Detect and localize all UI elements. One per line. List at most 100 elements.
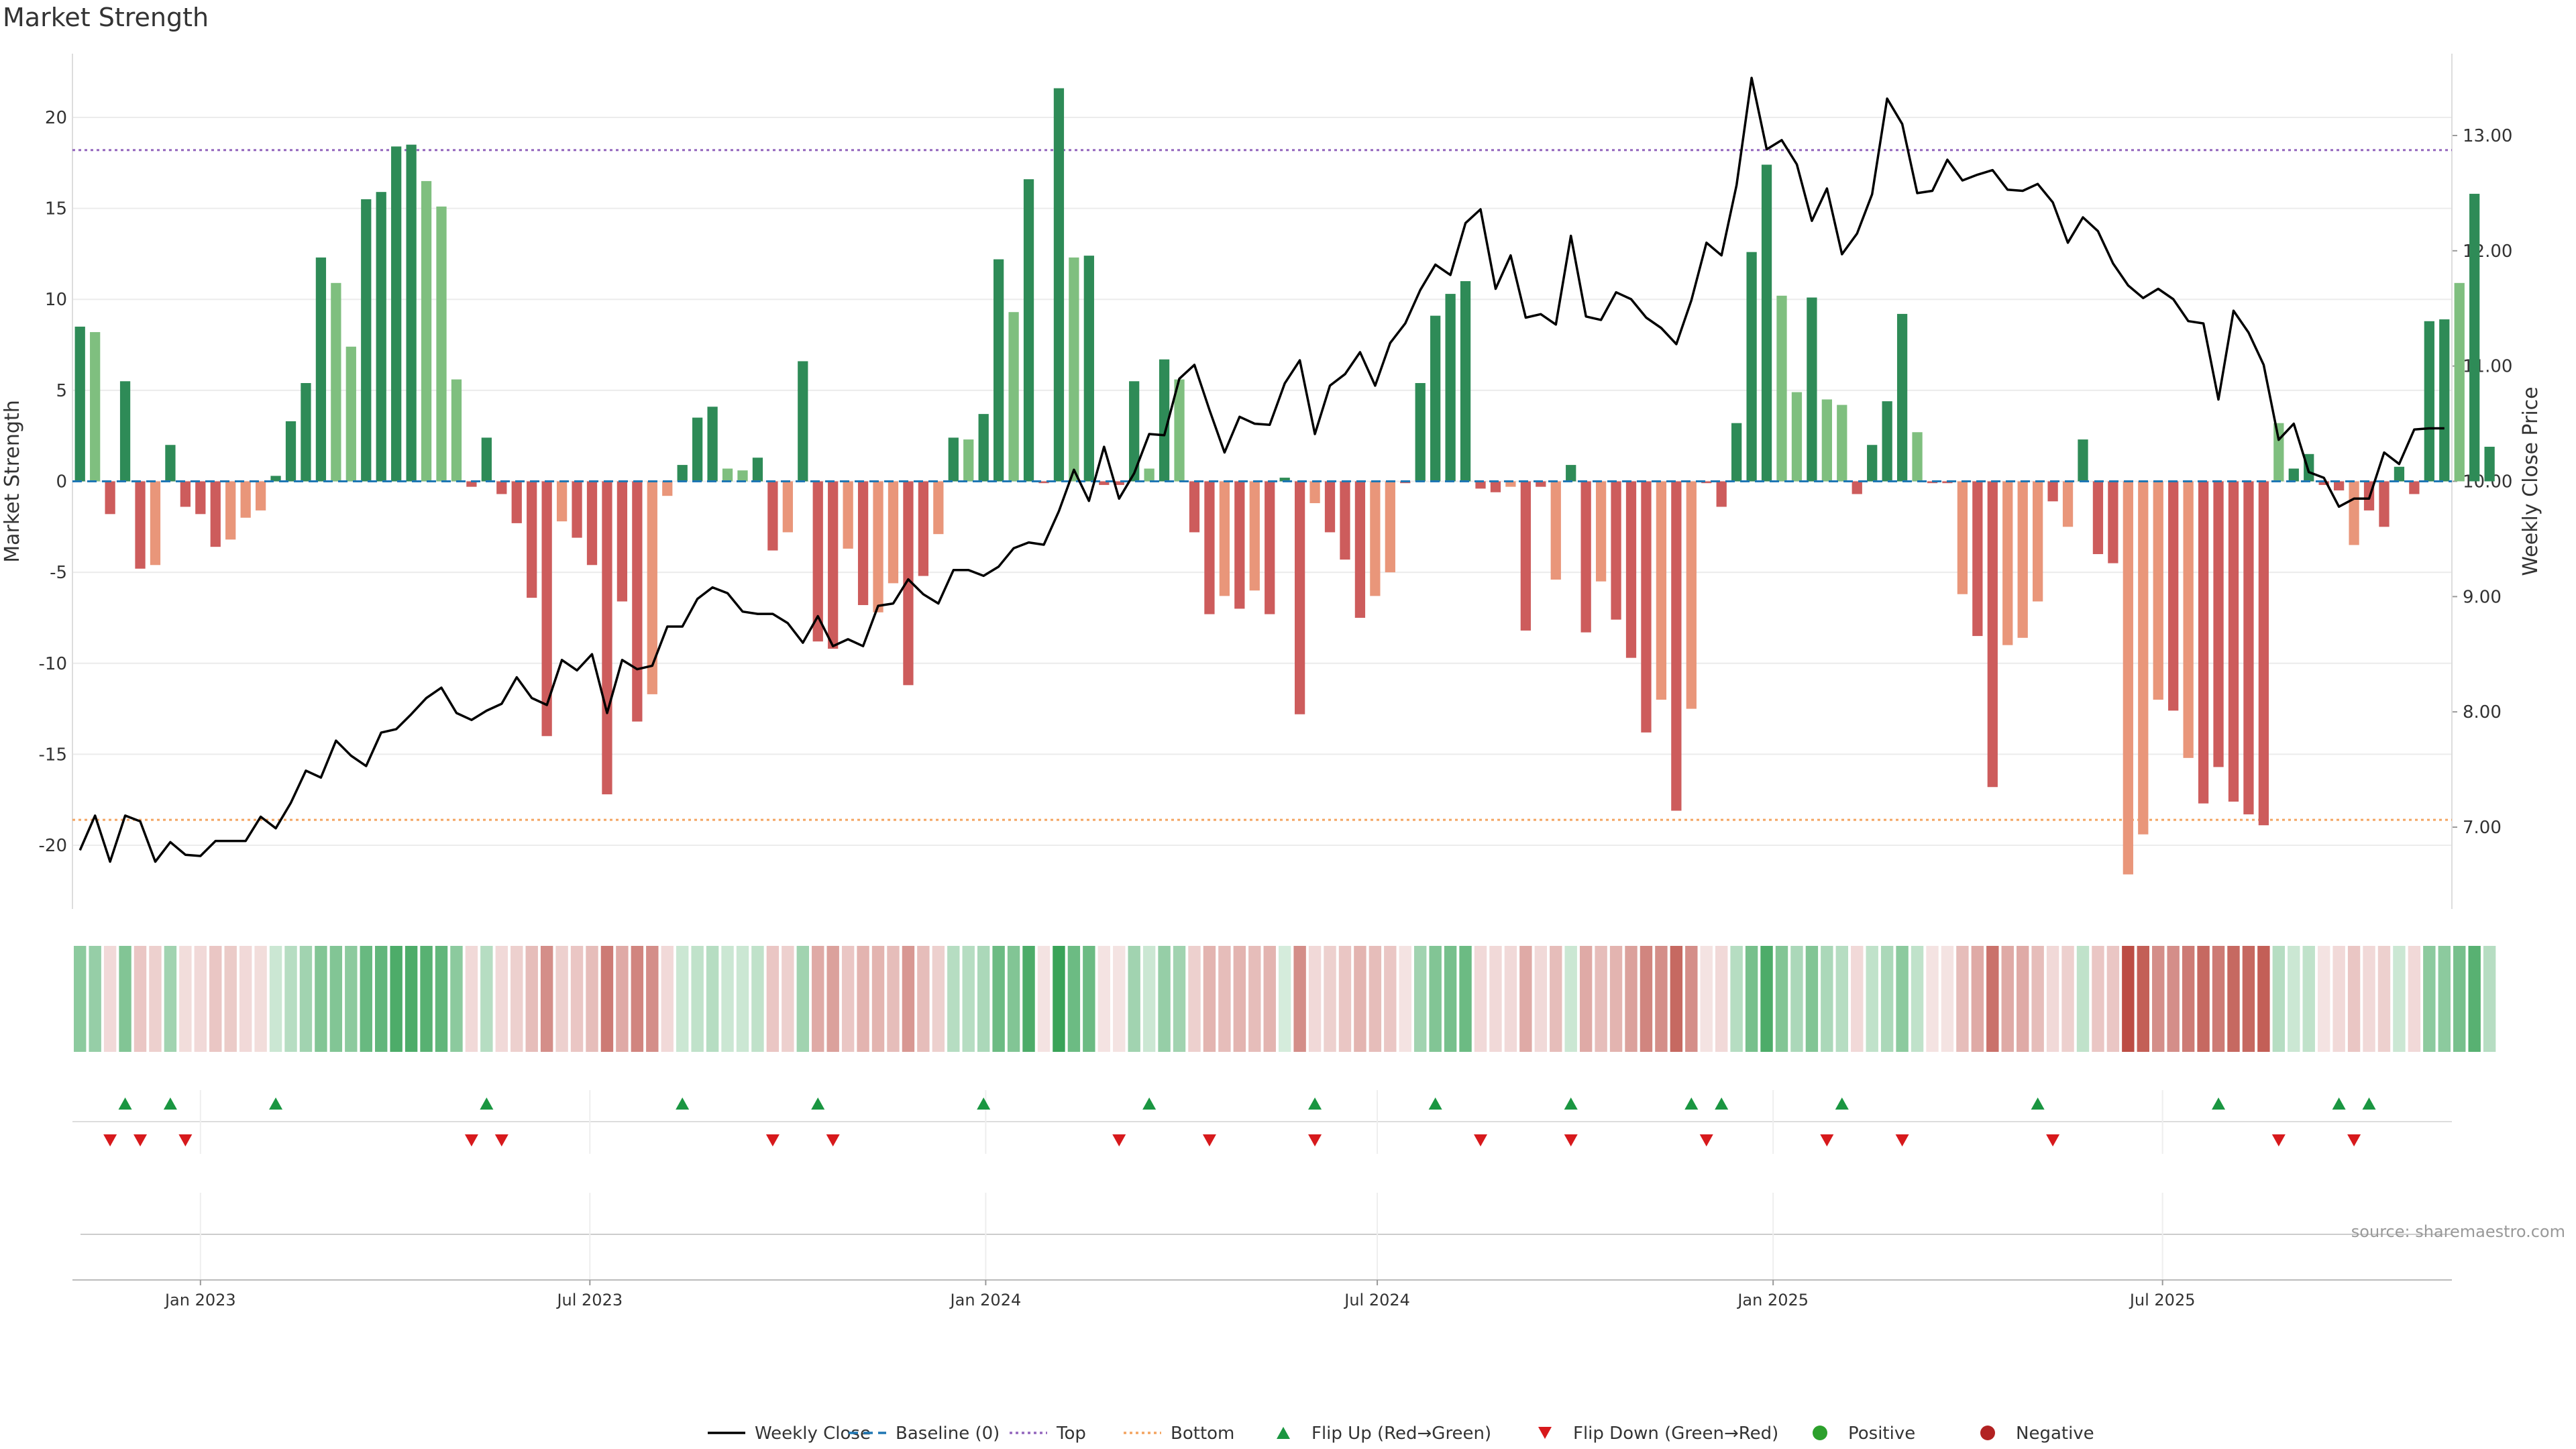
- strength-bar: [2318, 481, 2329, 485]
- flip-down-marker: [1820, 1134, 1834, 1146]
- strength-bar: [692, 417, 703, 482]
- regime-cell: [1158, 946, 1171, 1052]
- flip-up-marker: [2031, 1097, 2045, 1110]
- strength-bar: [1219, 481, 1230, 596]
- regime-cell: [164, 946, 177, 1052]
- strength-bar: [2002, 481, 2013, 645]
- flip-markers-panel: [72, 1090, 2452, 1154]
- strength-bar: [1340, 481, 1350, 560]
- strength-bar: [918, 481, 929, 576]
- strength-bar: [1249, 481, 1260, 591]
- y-tick-label: -5: [50, 563, 67, 583]
- regime-cell: [315, 946, 327, 1052]
- strength-bar: [1309, 481, 1320, 504]
- strength-bar: [1144, 468, 1155, 482]
- strength-bar: [873, 481, 883, 612]
- flip-up-marker: [480, 1097, 494, 1110]
- regime-cell: [932, 946, 945, 1052]
- regime-cell: [2423, 946, 2436, 1052]
- flip-down-marker: [1308, 1134, 1322, 1146]
- regime-cell: [420, 946, 433, 1052]
- strength-bar: [1490, 481, 1501, 492]
- strength-bar: [2288, 468, 2299, 482]
- strength-bar: [2033, 481, 2043, 602]
- regime-cell: [1790, 946, 1803, 1052]
- strength-bar: [782, 481, 793, 533]
- strength-bar: [2183, 481, 2194, 758]
- strength-bar: [948, 437, 959, 482]
- regime-cell: [2347, 946, 2361, 1052]
- flip-down-marker: [1112, 1134, 1126, 1146]
- regime-cell: [1474, 946, 1487, 1052]
- strength-bar: [2108, 481, 2118, 564]
- regime-cell: [269, 946, 282, 1052]
- strength-bar: [2273, 423, 2284, 482]
- strength-bar: [1460, 281, 1471, 482]
- flip-up-marker: [977, 1097, 991, 1110]
- strength-bar: [496, 481, 507, 494]
- strength-bar: [1038, 481, 1049, 484]
- y-tick-label: -10: [39, 654, 67, 674]
- strength-bar: [315, 257, 327, 482]
- legend-label: Baseline (0): [896, 1424, 1000, 1444]
- regime-cell: [74, 946, 87, 1052]
- strength-bar: [1731, 423, 1742, 482]
- regime-cell: [2016, 946, 2029, 1052]
- y-tick-label: 15: [45, 199, 67, 219]
- strength-bar: [210, 481, 221, 547]
- y2-tick-label: 7.00: [2463, 818, 2502, 838]
- strength-bar: [707, 407, 718, 482]
- strength-bar: [1957, 481, 1968, 594]
- regime-cell: [1233, 946, 1246, 1052]
- regime-cell: [631, 946, 644, 1052]
- strength-bar: [1354, 481, 1366, 618]
- price-line-layer: [78, 76, 2445, 863]
- legend-dot-icon: [1980, 1426, 1995, 1440]
- regime-cell: [2332, 946, 2345, 1052]
- strength-bar: [2047, 481, 2058, 502]
- regime-cell: [1203, 946, 1216, 1052]
- regime-cell: [691, 946, 704, 1052]
- regime-cell: [1022, 946, 1035, 1052]
- strength-bar: [722, 468, 733, 482]
- strength-bar: [1807, 297, 1817, 482]
- regime-cell: [2408, 946, 2421, 1052]
- strength-bar: [2092, 481, 2104, 555]
- legend-label: Flip Up (Red→Green): [1311, 1424, 1491, 1444]
- strength-bar: [2349, 481, 2359, 545]
- strength-bar: [1550, 481, 1561, 580]
- strength-bar: [240, 481, 251, 518]
- regime-cell: [2076, 946, 2090, 1052]
- x-tick-label: Jul 2023: [555, 1291, 623, 1309]
- regime-cell: [1911, 946, 1924, 1052]
- strength-bar: [1279, 478, 1290, 482]
- regime-cell: [1579, 946, 1593, 1052]
- flip-down-marker: [1564, 1134, 1578, 1146]
- regime-cell: [600, 946, 614, 1052]
- regime-cell: [149, 946, 162, 1052]
- regime-cell: [1429, 946, 1442, 1052]
- strength-bar: [285, 421, 297, 482]
- strength-bar: [978, 414, 989, 482]
- flip-down-marker: [133, 1134, 148, 1146]
- x-tick-label: Jan 2025: [1736, 1291, 1809, 1309]
- strength-bar: [270, 476, 281, 482]
- strength-bar: [1716, 481, 1727, 507]
- regime-cell: [1113, 946, 1126, 1052]
- regime-cell: [646, 946, 659, 1052]
- strength-bar: [616, 481, 628, 602]
- strength-bar: [2484, 446, 2495, 482]
- regime-cell: [1489, 946, 1502, 1052]
- regime-cell: [254, 946, 267, 1052]
- strength-bar: [1069, 257, 1079, 482]
- strength-bar: [74, 326, 85, 482]
- regime-cell: [194, 946, 207, 1052]
- strength-bar: [1129, 381, 1140, 482]
- strength-bar: [1686, 481, 1697, 709]
- strength-bar: [1595, 481, 1607, 582]
- strength-bar: [2243, 481, 2254, 814]
- regime-cell: [766, 946, 780, 1052]
- regime-cell: [706, 946, 719, 1052]
- y2-tick-label: 13.00: [2463, 126, 2512, 146]
